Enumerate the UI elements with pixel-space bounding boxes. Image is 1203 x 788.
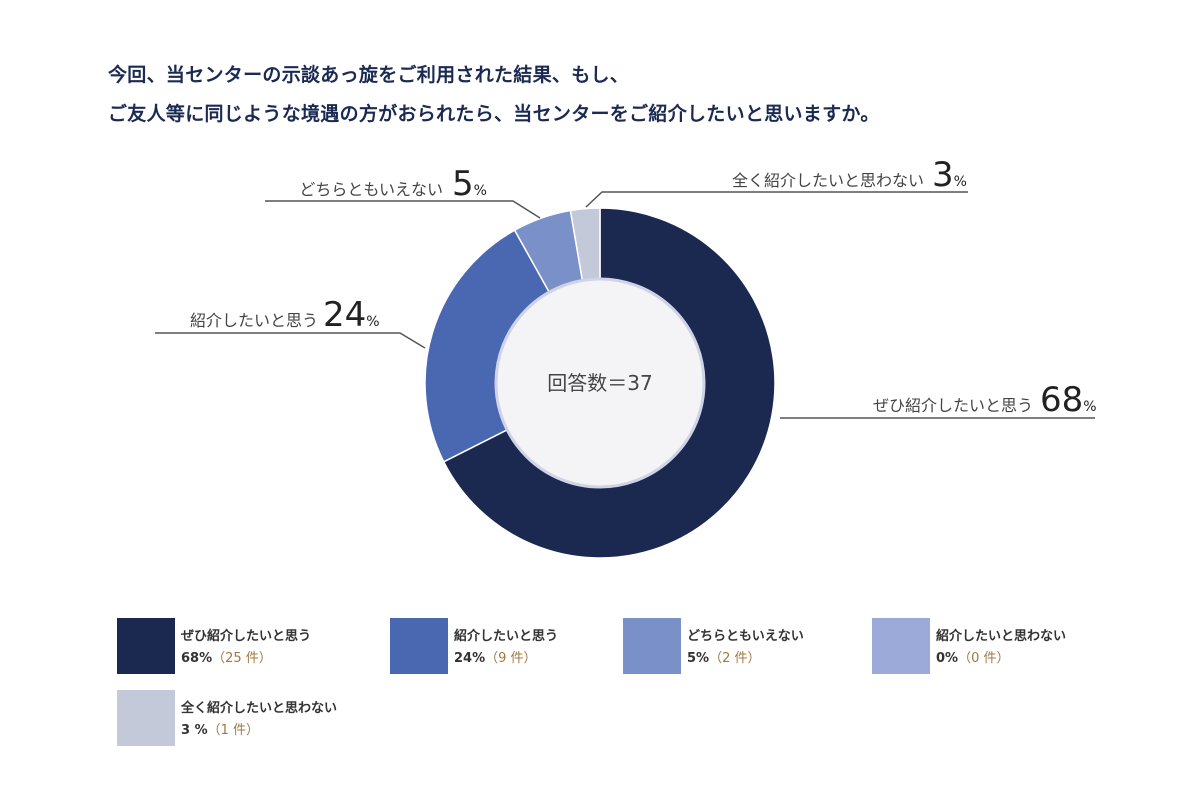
leader-line-never xyxy=(585,191,968,208)
callout-sign-never: % xyxy=(954,174,967,190)
callout-very-likely: ぜひ紹介したいと思う 68% xyxy=(780,380,1097,420)
callout-never: 全く紹介したいと思わない 3% xyxy=(585,155,968,208)
legend-swatch xyxy=(117,618,175,674)
legend-swatch xyxy=(872,618,930,674)
legend-count: （2 件） xyxy=(709,651,761,666)
leader-line-likely xyxy=(155,332,426,349)
legend-count: （1 件） xyxy=(207,723,260,738)
leader-line-neutral xyxy=(265,200,541,219)
legend-label: どちらともいえない xyxy=(687,629,804,644)
svg-text:3%: 3% xyxy=(932,155,967,195)
legend-swatch xyxy=(117,690,175,746)
callout-label-likely: 紹介したいと思う xyxy=(190,311,318,330)
callout-pct-neutral: 5 xyxy=(452,164,474,204)
legend-swatch xyxy=(390,618,448,674)
title-line-2: ご友人等に同じような境遇の方がおられたら、当センターをご紹介したいと思いますか。 xyxy=(108,103,880,125)
legend-count: （9 件） xyxy=(485,651,537,666)
svg-text:5%: 5% xyxy=(452,164,487,204)
chart-title: 今回、当センターの示談あっ旋をご利用された結果、もし、 ご友人等に同じような境遇… xyxy=(108,56,1188,134)
legend-pct: 5% xyxy=(687,651,710,666)
svg-text:全く紹介したいと思わない: 全く紹介したいと思わない xyxy=(732,171,924,190)
legend-label: 紹介したいと思う xyxy=(454,629,559,644)
legend-count: （25 件） xyxy=(212,651,272,666)
legend-label: 紹介したいと思わない xyxy=(936,629,1067,644)
legend-label: ぜひ紹介したいと思う xyxy=(181,629,312,644)
title-line-1: 今回、当センターの示談あっ旋をご利用された結果、もし、 xyxy=(108,64,630,86)
legend-pct: 3 % xyxy=(181,723,208,738)
legend-label: 全く紹介したいと思わない xyxy=(181,701,338,716)
center-label: 回答数＝37 xyxy=(547,371,652,395)
svg-text:24%: 24% xyxy=(323,295,380,335)
callout-sign-very-likely: % xyxy=(1083,399,1096,415)
callout-likely: 紹介したいと思う 24% xyxy=(155,295,426,349)
callout-pct-likely: 24 xyxy=(323,295,366,335)
legend-pct: 24% xyxy=(454,651,486,666)
callout-neutral: どちらともいえない 5% xyxy=(265,164,541,219)
callout-pct-very-likely: 68 xyxy=(1040,380,1083,420)
callout-sign-neutral: % xyxy=(474,183,487,199)
donut-chart: 回答数＝37 ぜひ紹介したいと思う 68% 紹介したいと思う 24% どちらとも… xyxy=(155,155,1097,559)
legend-pct: 0% xyxy=(936,651,959,666)
callout-label-never: 全く紹介したいと思わない xyxy=(732,171,924,190)
legend-pct: 68% xyxy=(181,651,213,666)
svg-text:68%: 68% xyxy=(1040,380,1097,420)
callout-label-very-likely: ぜひ紹介したいと思う xyxy=(873,396,1033,415)
svg-text:紹介したいと思う: 紹介したいと思う xyxy=(190,311,318,330)
callout-pct-never: 3 xyxy=(932,155,954,195)
legend-count: （0 件） xyxy=(958,651,1010,666)
callout-sign-likely: % xyxy=(366,314,379,330)
legend-swatch xyxy=(623,618,681,674)
svg-text:ぜひ紹介したいと思う: ぜひ紹介したいと思う xyxy=(873,396,1033,415)
donut-center xyxy=(494,277,706,489)
callout-label-neutral: どちらともいえない xyxy=(299,180,443,199)
svg-text:どちらともいえない: どちらともいえない xyxy=(299,180,443,199)
